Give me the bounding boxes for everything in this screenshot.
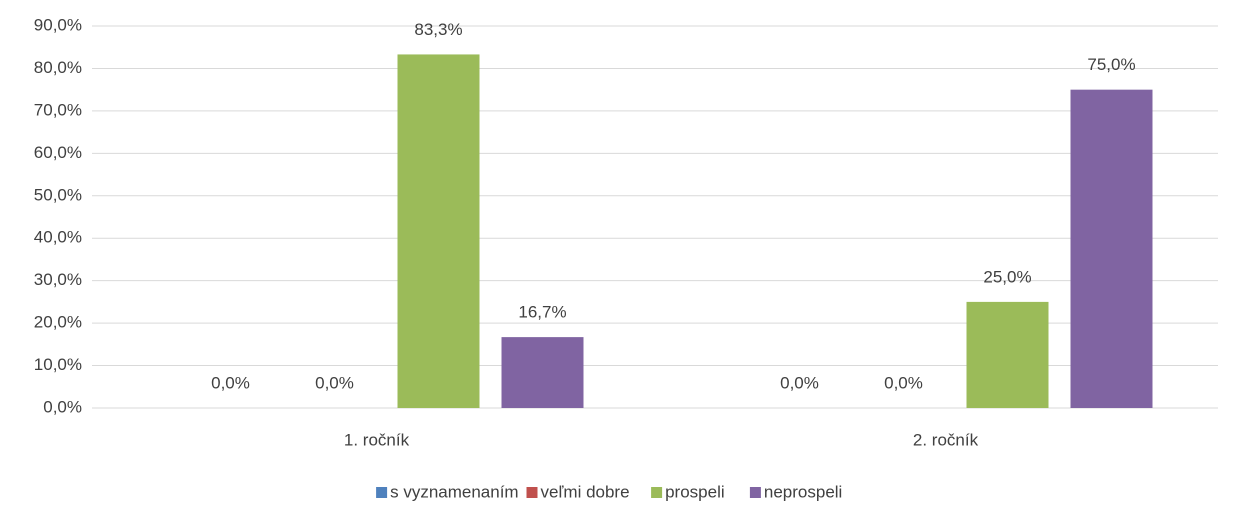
value-label: 25,0% (983, 267, 1031, 286)
bar (1070, 89, 1153, 409)
y-tick-label: 60,0% (34, 143, 82, 162)
y-tick-label: 40,0% (34, 228, 82, 247)
bar (397, 54, 480, 409)
y-tick-label: 50,0% (34, 185, 82, 204)
x-tick-label: 2. ročník (913, 430, 979, 449)
legend-swatch (651, 487, 663, 498)
value-label: 0,0% (315, 373, 354, 392)
y-tick-label: 30,0% (34, 270, 82, 289)
y-tick-label: 90,0% (34, 15, 82, 34)
legend-swatch (526, 487, 538, 498)
x-tick-label: 1. ročník (344, 430, 410, 449)
value-label: 0,0% (211, 373, 250, 392)
legend-swatch (376, 487, 388, 498)
y-tick-label: 20,0% (34, 313, 82, 332)
legend-label: prospeli (665, 482, 725, 501)
y-tick-label: 80,0% (34, 58, 82, 77)
legend-label: s vyznamenaním (390, 482, 518, 501)
y-tick-label: 10,0% (34, 355, 82, 374)
legend-swatch (749, 487, 761, 498)
legend-label: neprospeli (764, 482, 842, 501)
value-label: 16,7% (518, 303, 566, 322)
legend-label: veľmi dobre (541, 482, 630, 501)
value-label: 75,0% (1087, 55, 1135, 74)
y-tick-label: 0,0% (43, 397, 82, 416)
bar (966, 301, 1049, 408)
y-tick-label: 70,0% (34, 100, 82, 119)
value-label: 83,3% (414, 20, 462, 39)
value-label: 0,0% (884, 373, 923, 392)
value-label: 0,0% (780, 373, 819, 392)
bar (501, 337, 584, 408)
